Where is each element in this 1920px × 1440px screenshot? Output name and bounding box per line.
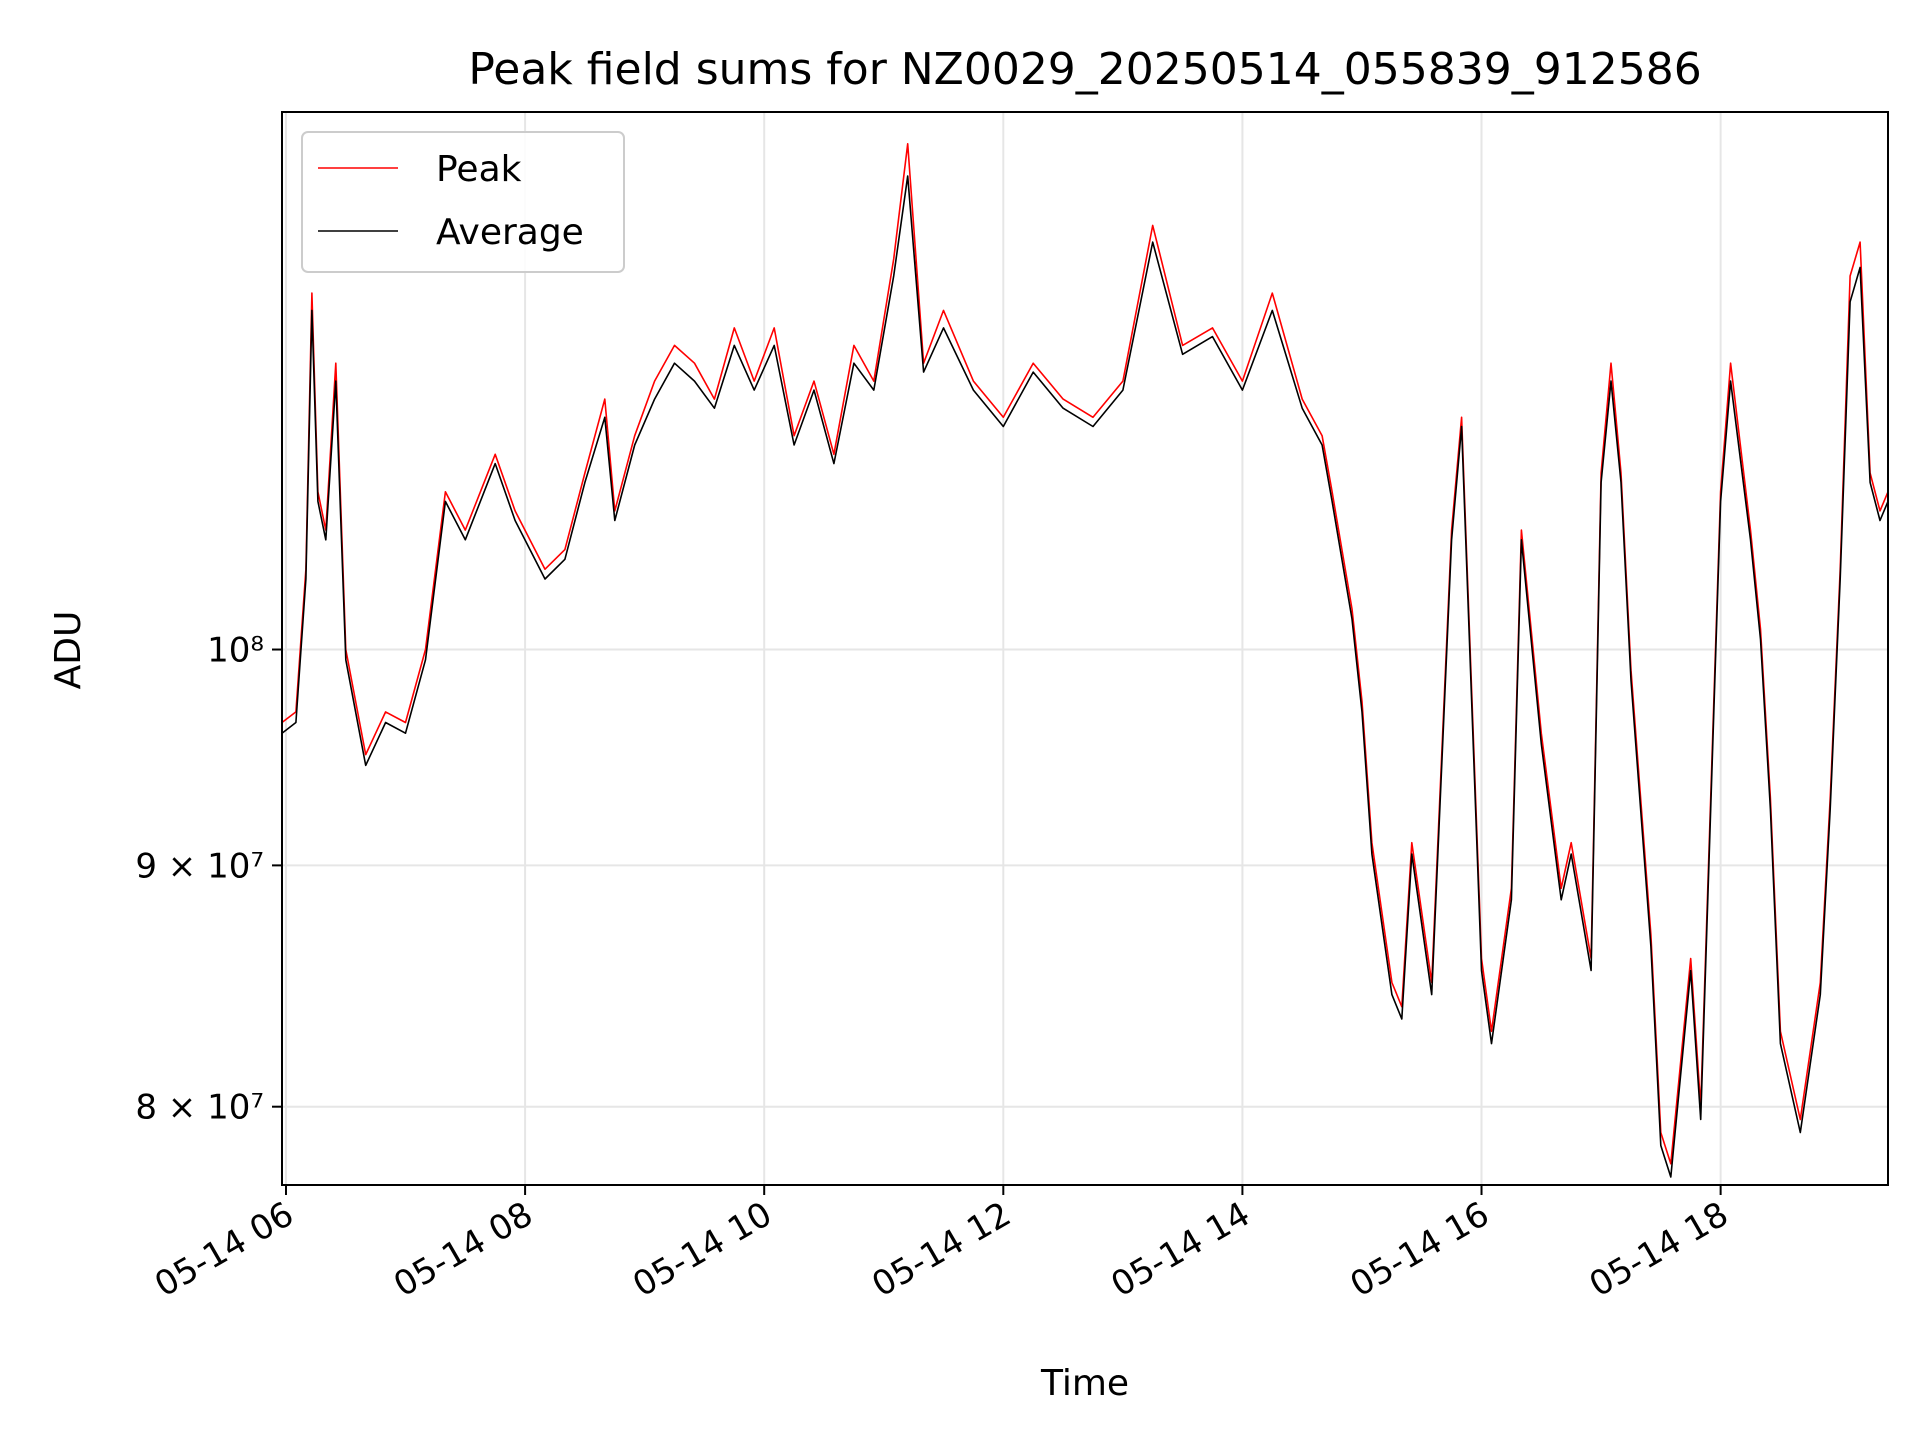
legend-label-average: Average bbox=[436, 212, 584, 253]
y-axis-ticks: 8 × 10⁷ 9 × 10⁷ 10⁸ bbox=[135, 631, 282, 1128]
legend-box bbox=[301, 131, 625, 273]
series-line-average bbox=[281, 175, 1889, 1178]
grid-lines bbox=[282, 112, 1888, 1185]
chart-title: Peak field sums for NZ0029_20250514_0558… bbox=[468, 44, 1701, 95]
legend-label-peak: Peak bbox=[436, 149, 522, 190]
x-axis-label: Time bbox=[1040, 1363, 1129, 1404]
y-tick-label: 9 × 10⁷ bbox=[135, 846, 264, 886]
y-axis-label: ADU bbox=[48, 611, 89, 690]
series-layer bbox=[281, 143, 1889, 1178]
y-tick-label: 8 × 10⁷ bbox=[135, 1088, 264, 1128]
series-line-peak bbox=[281, 143, 1889, 1165]
y-tick-label: 10⁸ bbox=[207, 631, 264, 671]
plot-frame bbox=[281, 111, 1889, 1186]
legend: Peak Average bbox=[301, 131, 625, 273]
